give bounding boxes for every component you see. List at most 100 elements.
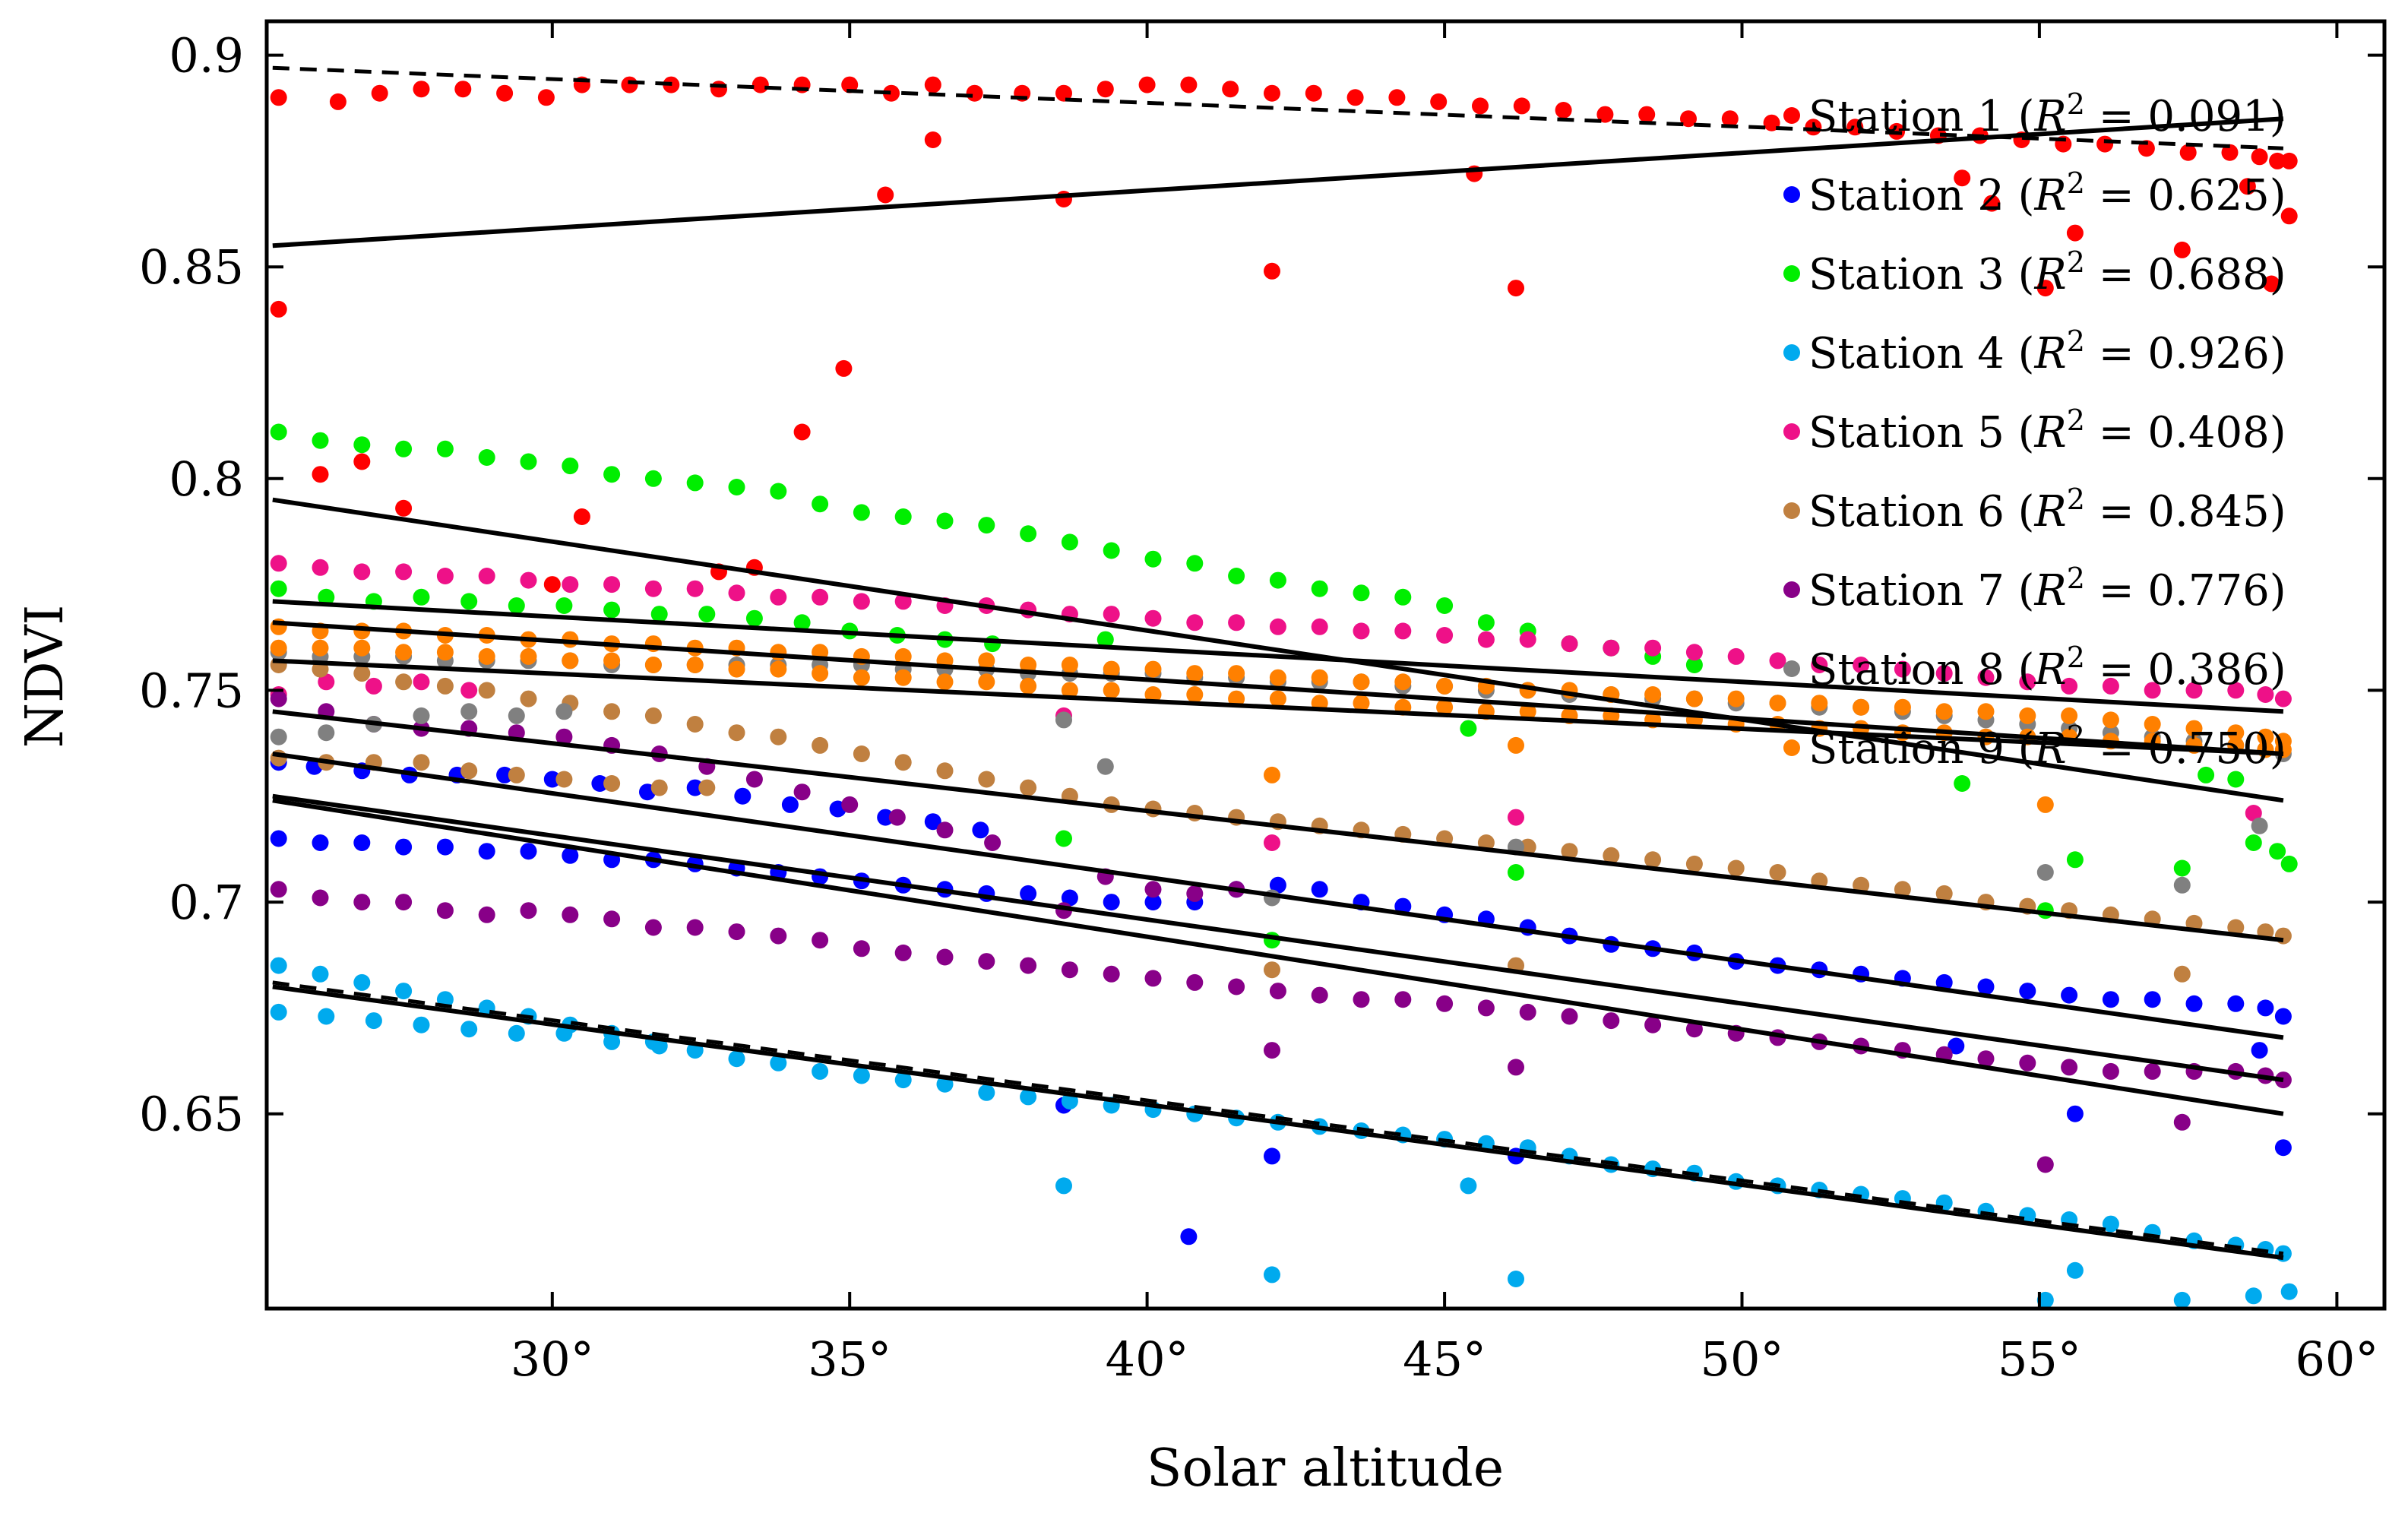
data-point [793,614,811,631]
data-point [460,762,478,780]
x-tick-label: 55° [1998,1331,2081,1387]
data-point [978,673,995,691]
data-point [793,783,811,801]
data-point [1020,885,1037,902]
data-point [1144,660,1162,678]
data-point [728,724,745,742]
data-point [1977,669,1995,686]
data-point [2280,207,2298,225]
data-point [781,796,799,813]
data-point [395,563,413,581]
data-point [312,466,329,483]
data-point [1394,622,1412,640]
data-point [1472,97,1489,115]
data-point [1186,555,1204,572]
data-point [978,771,995,788]
series-5-trend-line [272,599,2284,714]
data-point [1264,834,1280,851]
data-point [877,809,894,826]
data-point [1685,855,1703,872]
data-point [1477,999,1495,1017]
legend-label: Station 7 (R2 = 0.776) [1808,562,2286,616]
data-point [2227,771,2245,788]
data-point [413,754,430,771]
data-point [543,771,561,788]
data-point [1508,1059,1524,1076]
data-point [770,927,787,945]
data-point [1061,657,1078,673]
plot-content [270,65,2298,1309]
data-point [728,1050,745,1068]
data-point [2221,144,2239,161]
data-point [318,724,335,742]
data-point [1311,618,1328,635]
data-point [2263,275,2280,293]
data-point [2144,682,2161,699]
data-point [1477,631,1495,648]
data-point [1144,686,1162,703]
data-point [270,749,287,767]
data-point [2173,241,2191,258]
data-point [436,440,454,457]
data-point [1096,758,1114,775]
data-point [562,652,579,669]
data-point [1513,97,1530,115]
data-point [1561,635,1578,653]
data-point [745,609,763,627]
data-point [1264,1042,1280,1059]
data-point [770,728,787,745]
data-point [1144,894,1162,911]
data-point [924,131,941,148]
data-point [2036,1291,2054,1309]
data-point [894,944,912,961]
data-point [353,639,371,657]
data-point [1096,81,1114,98]
data-point [1727,647,1745,665]
data-point [812,665,829,682]
data-point [436,677,454,695]
data-point [436,644,454,661]
data-point [2066,1105,2084,1122]
data-point [353,894,371,911]
data-point [2198,766,2215,783]
data-point [1264,84,1280,102]
data-point [555,703,573,720]
data-point [1894,881,1911,898]
data-point [508,597,525,614]
data-point [984,635,1001,653]
data-point [1186,665,1204,682]
data-point [936,948,954,966]
data-point [2019,1054,2036,1071]
data-point [2036,280,2054,297]
legend-label: Station 8 (R2 = 0.386) [1808,641,2286,695]
data-point [2245,1287,2262,1305]
data-point [1269,618,1286,635]
y-tick-label: 0.65 [139,1087,244,1142]
data-point [745,771,763,788]
data-point [2102,677,2119,695]
data-point [1977,703,1995,720]
data-point [2061,677,2078,695]
data-point [936,762,954,780]
data-point [2227,919,2245,936]
data-point [1228,978,1245,995]
data-point [603,601,621,619]
data-point [728,660,745,678]
data-point [2061,986,2078,1004]
data-point [395,838,413,856]
data-point [894,754,912,771]
data-point [2185,720,2203,737]
data-point [1020,525,1037,543]
legend-marker [1783,739,1800,756]
data-point [1353,622,1370,640]
data-point [270,89,287,106]
data-point [371,84,388,102]
data-point [1853,698,1870,716]
series-6-trend-line [272,709,2284,943]
data-point [1228,665,1245,682]
data-point [2102,991,2119,1008]
data-point [1394,897,1412,915]
data-point [1935,973,1953,991]
data-point [770,588,787,606]
data-point [2144,716,2161,733]
